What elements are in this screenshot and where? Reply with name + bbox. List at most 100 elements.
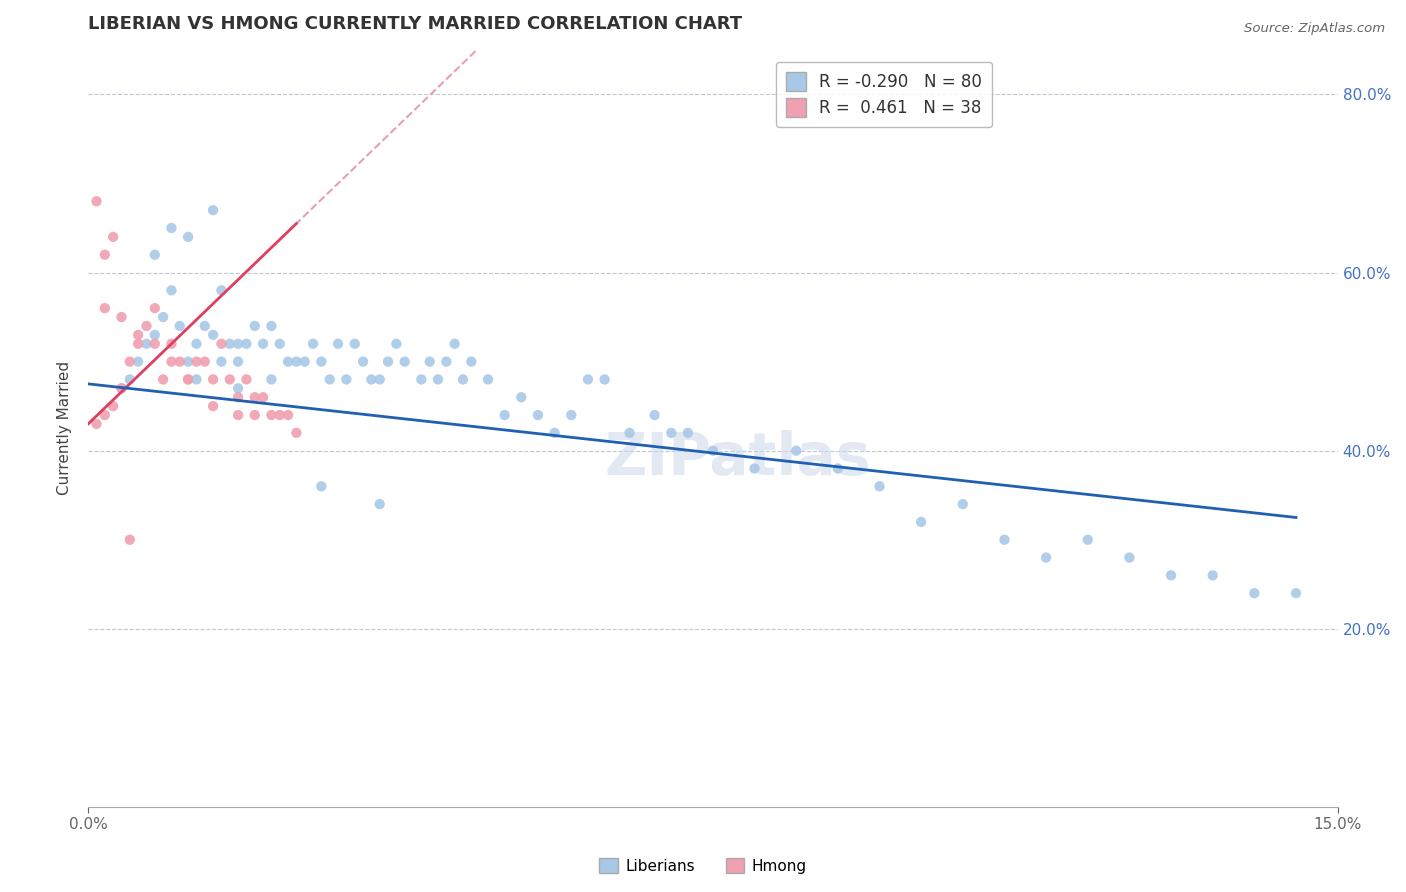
Point [209, 283, 232, 297]
Point [243, 318, 266, 333]
Point [202, 203, 225, 218]
Point [644, 408, 666, 422]
Point [385, 336, 408, 351]
Point [127, 336, 149, 351]
Point [169, 318, 191, 333]
Point [543, 425, 565, 440]
Point [368, 372, 391, 386]
Point [186, 354, 208, 368]
Point [1118, 550, 1140, 565]
Point [143, 327, 166, 342]
Y-axis label: Currently Married: Currently Married [58, 361, 72, 495]
Point [1202, 568, 1225, 582]
Point [202, 327, 225, 342]
Point [510, 390, 533, 404]
Point [277, 408, 299, 422]
Point [235, 372, 257, 386]
Point [194, 318, 217, 333]
Point [411, 372, 433, 386]
Point [143, 248, 166, 262]
Point [311, 354, 333, 368]
Point [135, 318, 157, 333]
Point [260, 318, 283, 333]
Point [285, 425, 308, 440]
Point [294, 354, 316, 368]
Point [952, 497, 974, 511]
Point [86, 194, 108, 209]
Point [368, 497, 391, 511]
Point [202, 399, 225, 413]
Point [160, 354, 183, 368]
Point [869, 479, 891, 493]
Point [659, 425, 682, 440]
Point [177, 372, 200, 386]
Point [209, 336, 232, 351]
Point [702, 443, 724, 458]
Point [1160, 568, 1182, 582]
Point [110, 310, 132, 324]
Point [110, 381, 132, 395]
Point [86, 417, 108, 431]
Point [377, 354, 399, 368]
Point [1035, 550, 1057, 565]
Point [827, 461, 849, 475]
Point [94, 408, 117, 422]
Point [226, 354, 249, 368]
Point [252, 336, 274, 351]
Point [319, 372, 342, 386]
Point [260, 408, 283, 422]
Point [260, 372, 283, 386]
Legend: Liberians, Hmong: Liberians, Hmong [593, 852, 813, 880]
Point [527, 408, 550, 422]
Point [177, 230, 200, 244]
Point [135, 336, 157, 351]
Point [326, 336, 349, 351]
Point [269, 336, 291, 351]
Point [419, 354, 441, 368]
Point [218, 336, 240, 351]
Point [235, 336, 257, 351]
Point [226, 381, 249, 395]
Point [277, 354, 299, 368]
Point [177, 354, 200, 368]
Point [394, 354, 416, 368]
Point [160, 221, 183, 235]
Point [177, 372, 200, 386]
Point [477, 372, 499, 386]
Point [343, 336, 366, 351]
Point [143, 301, 166, 315]
Legend: R = -0.290   N = 80, R =  0.461   N = 38: R = -0.290 N = 80, R = 0.461 N = 38 [776, 62, 993, 128]
Point [785, 443, 807, 458]
Text: Source: ZipAtlas.com: Source: ZipAtlas.com [1244, 22, 1385, 36]
Point [352, 354, 374, 368]
Point [226, 336, 249, 351]
Point [118, 372, 141, 386]
Point [576, 372, 599, 386]
Point [910, 515, 932, 529]
Point [993, 533, 1015, 547]
Point [209, 354, 232, 368]
Point [560, 408, 582, 422]
Point [311, 479, 333, 493]
Point [460, 354, 482, 368]
Point [94, 301, 117, 315]
Point [676, 425, 699, 440]
Point [443, 336, 465, 351]
Point [593, 372, 616, 386]
Point [186, 336, 208, 351]
Point [1243, 586, 1265, 600]
Point [427, 372, 450, 386]
Point [110, 381, 132, 395]
Point [360, 372, 382, 386]
Point [285, 354, 308, 368]
Point [744, 461, 766, 475]
Point [127, 327, 149, 342]
Point [494, 408, 516, 422]
Point [127, 354, 149, 368]
Point [160, 283, 183, 297]
Point [101, 399, 124, 413]
Point [143, 336, 166, 351]
Point [169, 354, 191, 368]
Point [243, 408, 266, 422]
Point [101, 230, 124, 244]
